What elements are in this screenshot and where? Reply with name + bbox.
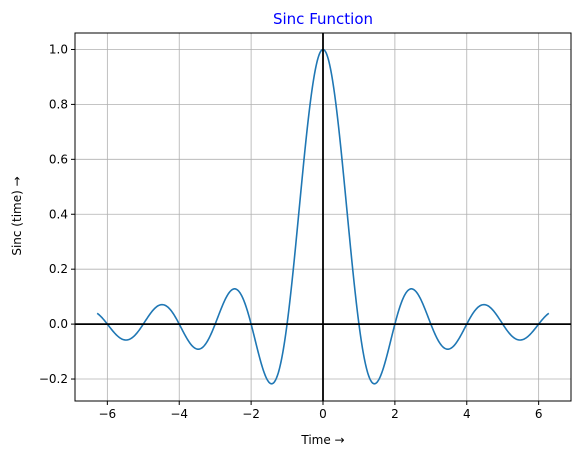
y-tick-label: 0.8 [49, 97, 68, 111]
x-tick-label: 6 [535, 407, 543, 421]
y-tick-label: 0.4 [49, 207, 68, 221]
x-tick-label: −6 [98, 407, 116, 421]
y-axis-label: Sinc (time) → [10, 176, 24, 255]
y-tick-label: −0.2 [39, 372, 68, 386]
x-tick-label: −4 [170, 407, 188, 421]
x-tick-label: −2 [242, 407, 260, 421]
y-tick-label: 1.0 [49, 42, 68, 56]
axes: −6 −4 −2 0 2 4 6 −0.2 0.0 0.2 0.4 0.6 0.8 1.0 [39, 32, 572, 421]
y-tick-label: 0.2 [49, 262, 68, 276]
x-tick-label: 0 [319, 407, 327, 421]
plot-area [75, 33, 571, 401]
chart-title: Sinc Function [273, 10, 373, 28]
x-tick-label: 4 [463, 407, 471, 421]
x-axis-label: Time → [300, 433, 344, 447]
y-tick-label: 0.6 [49, 152, 68, 166]
x-tick-label: 2 [391, 407, 399, 421]
y-tick-label: 0.0 [49, 317, 68, 331]
